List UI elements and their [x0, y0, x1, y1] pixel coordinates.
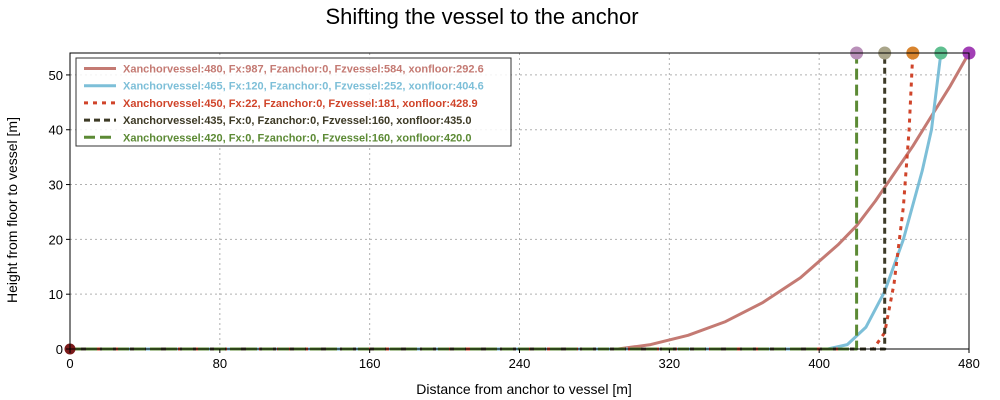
x-tick-label: 240: [509, 356, 531, 371]
y-tick-label: 20: [49, 232, 63, 247]
y-axis-label: Height from floor to vessel [m]: [4, 117, 20, 303]
x-tick-label: 400: [808, 356, 830, 371]
x-axis-label: Distance from anchor to vessel [m]: [416, 381, 632, 397]
series-line-1: [70, 52, 971, 351]
x-tick-label: 0: [66, 356, 73, 371]
legend-label-5: Xanchorvessel:420, Fx:0, Fzanchor:0, Fzv…: [123, 132, 471, 144]
x-tick-label: 480: [958, 356, 980, 371]
chart-title: Shifting the vessel to the anchor: [325, 4, 638, 29]
x-tick-label: 160: [359, 356, 381, 371]
x-tick-label: 320: [658, 356, 680, 371]
y-tick-label: 0: [56, 342, 63, 357]
y-tick-label: 30: [49, 178, 63, 193]
y-tick-label: 40: [49, 123, 63, 138]
y-tick-label: 10: [49, 287, 63, 302]
axis-ticks: 0 80 160 240 320 400 480 0 10 20 30 40 50: [49, 68, 980, 371]
x-tick-label: 80: [213, 356, 227, 371]
legend-label-1: Xanchorvessel:480, Fx:987, Fzanchor:0, F…: [123, 64, 484, 76]
legend-label-2: Xanchorvessel:465, Fx:120, Fzanchor:0, F…: [123, 81, 484, 93]
legend-box: [75, 57, 512, 147]
legend: Xanchorvessel:480, Fx:987, Fzanchor:0, F…: [75, 57, 512, 147]
y-tick-label: 50: [49, 68, 63, 83]
legend-label-4: Xanchorvessel:435, Fx:0, Fzanchor:0, Fzv…: [123, 115, 471, 127]
legend-label-3: Xanchorvessel:450, Fx:22, Fzanchor:0, Fz…: [123, 98, 478, 110]
